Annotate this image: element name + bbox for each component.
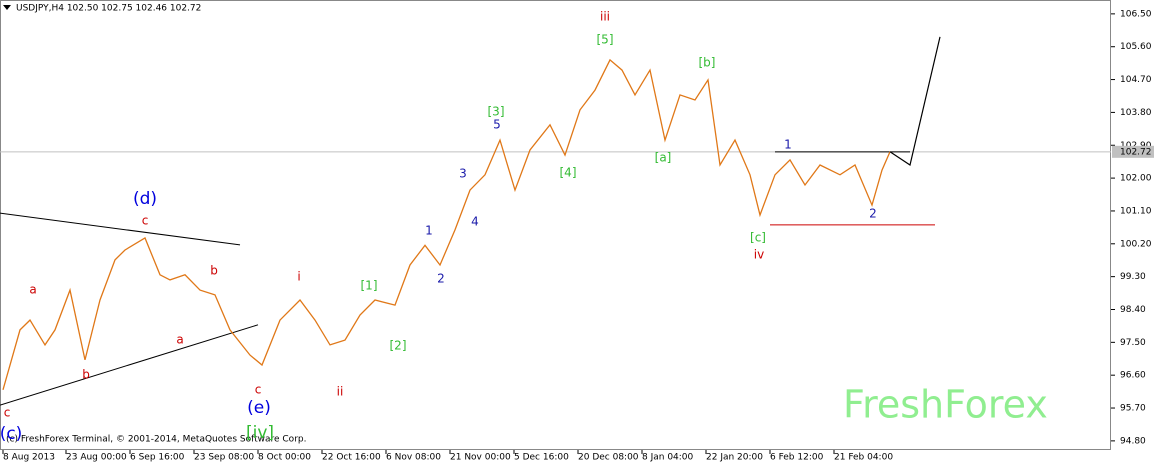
wave-label: [1] [361,279,378,293]
y-tick-label: 98.40 [1120,305,1146,315]
x-tick-label: 6 Nov 08:00 [386,453,441,463]
trend-line [0,324,259,406]
x-tick-label: 8 Aug 2013 [3,453,55,463]
wave-label: ii [337,384,344,398]
wave-label: [b] [699,56,716,70]
wave-label: [c] [750,230,766,244]
x-tick-label: 6 Sep 16:00 [130,453,185,463]
wave-label: 3 [459,167,467,181]
y-tick-label: 97.50 [1120,338,1146,348]
wave-label: a [29,283,36,297]
x-tick-label: 21 Nov 00:00 [450,453,511,463]
wave-label: [3] [488,105,505,119]
last-price-tag [1112,145,1154,158]
y-tick-label: 102.00 [1120,174,1152,184]
y-tick-label: 105.60 [1120,42,1152,52]
y-tick-label: 101.10 [1120,206,1152,216]
wave-label: c [142,213,149,227]
wave-label: [5] [597,33,614,47]
wave-label: [a] [655,151,672,165]
y-tick-label: 100.20 [1120,239,1152,249]
wave-label: [iv] [246,423,274,443]
wave-label: (e) [247,398,271,418]
wave-label: 1 [784,137,792,151]
price-line [889,36,941,166]
wave-label: 2 [869,206,877,220]
menu-triangle[interactable] [3,5,11,10]
y-tick-label: 102.90 [1120,141,1152,151]
x-tick-label: 20 Dec 08:00 [578,453,639,463]
wave-label: (d) [133,189,157,209]
last-price-label: 102.72 [1120,147,1152,157]
wave-label: iii [600,10,610,24]
wave-label: (c) [0,424,22,444]
price-line [2,58,891,390]
copyright: (c) FreshForex Terminal, © 2001-2014, Me… [6,435,306,445]
y-tick-label: 95.70 [1120,404,1146,414]
x-tick-label: 23 Aug 00:00 [66,453,127,463]
x-tick-label: 8 Oct 00:00 [258,453,311,463]
wave-label: a [176,333,183,347]
x-tick-label: 22 Jan 20:00 [706,453,763,463]
y-tick-label: 106.50 [1120,9,1152,19]
x-tick-label: 5 Dec 16:00 [514,453,569,463]
wave-label: c [4,406,11,420]
x-tick-label: 22 Oct 16:00 [322,453,381,463]
wave-label: b [210,263,218,277]
wave-label: [2] [390,338,407,352]
x-tick-label: 6 Feb 12:00 [770,453,824,463]
y-tick-label: 104.70 [1120,75,1152,85]
wave-label: i [297,270,300,284]
wave-label: 5 [493,117,501,131]
y-tick-label: 99.30 [1120,272,1146,282]
y-tick-label: 103.80 [1120,108,1152,118]
chart-title: USDJPY,H4 102.50 102.75 102.46 102.72 [16,4,201,14]
wave-label: [4] [560,165,577,179]
y-tick-label: 96.60 [1120,371,1146,381]
watermark: FreshForex [843,383,1048,427]
wave-label: 4 [471,214,479,228]
wave-label: b [82,367,90,381]
x-tick-label: 21 Feb 04:00 [834,453,893,463]
x-tick-label: 23 Sep 08:00 [194,453,254,463]
y-tick-label: 94.80 [1120,436,1146,446]
wave-label: 2 [437,271,445,285]
wave-label: iv [754,248,764,262]
x-tick-label: 8 Jan 04:00 [642,453,694,463]
wave-label: 1 [425,224,433,238]
trend-line [0,212,241,246]
wave-label: c [255,382,262,396]
